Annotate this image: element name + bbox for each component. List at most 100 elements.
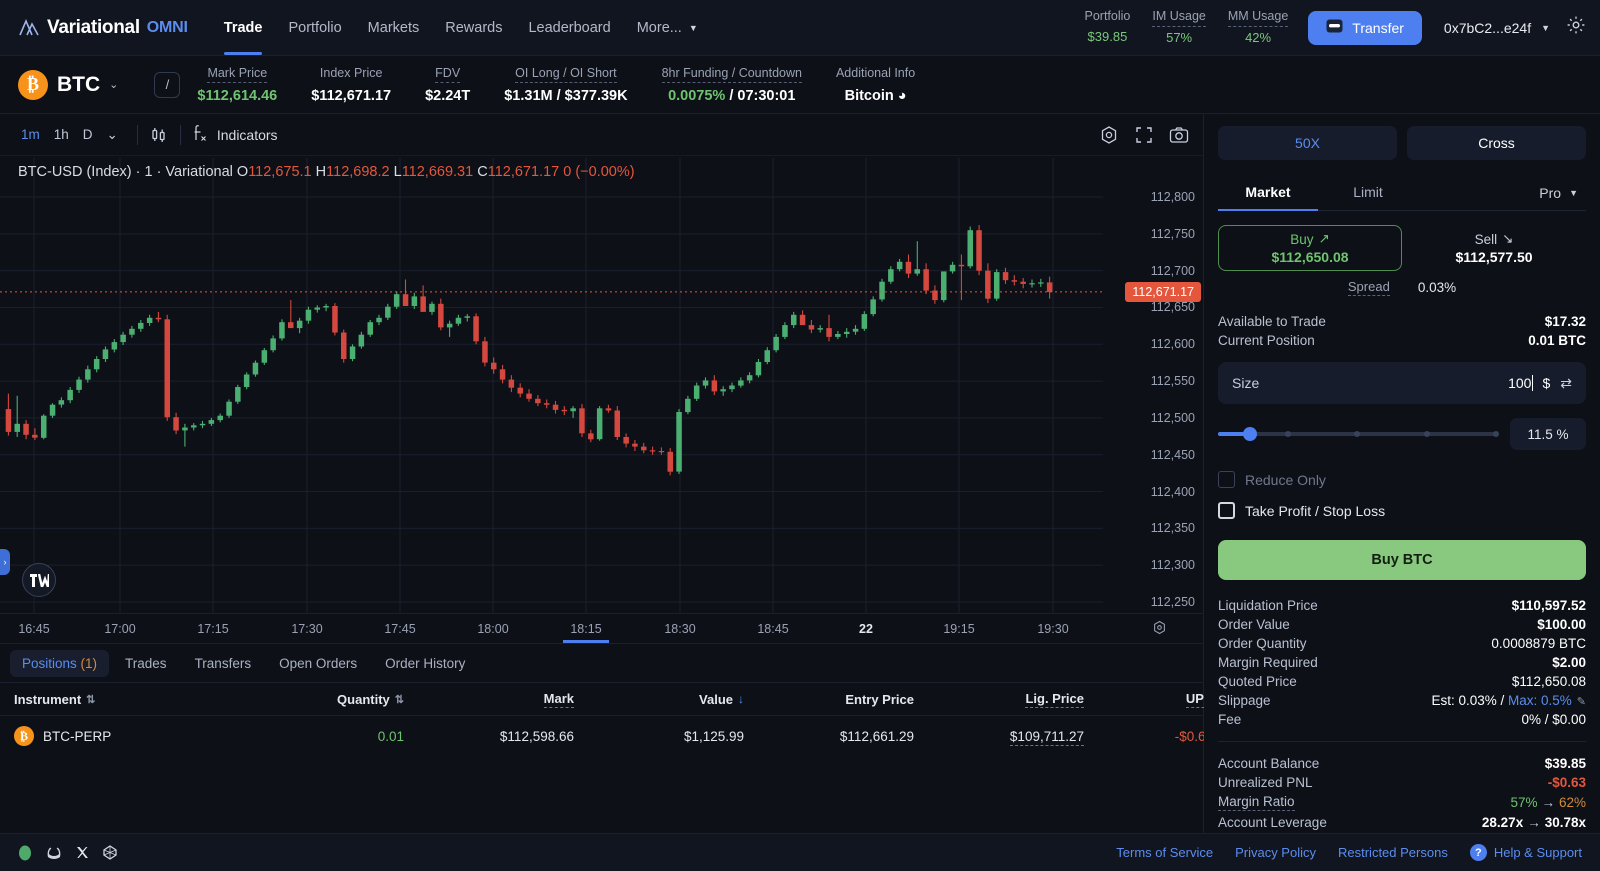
help-and-support-link[interactable]: ? Help & Support <box>1469 844 1582 861</box>
sell-side-button[interactable]: Sell ↘ $112,577.50 <box>1402 225 1586 271</box>
column-mark[interactable]: Mark <box>404 691 574 708</box>
submit-order-button[interactable]: Buy BTC <box>1218 540 1586 580</box>
search-shortcut-key[interactable]: / <box>154 71 181 98</box>
margin-ratio-label[interactable]: Margin Ratio <box>1218 794 1295 811</box>
spread-label[interactable]: Spread <box>1347 279 1390 296</box>
price-chart[interactable]: BTC-USD (Index) · 1 · Variational O112,6… <box>0 156 1203 643</box>
indicators-button[interactable]: Indicators <box>193 124 278 145</box>
cell-liq-price[interactable]: $109,711.27 <box>914 728 1084 746</box>
restricted-persons-link[interactable]: Restricted Persons <box>1338 845 1448 860</box>
take-profit-stop-loss-row[interactable]: Take Profit / Stop Loss <box>1218 495 1586 526</box>
symbol-selector[interactable]: ₿ BTC ⌄ <box>18 69 118 100</box>
chart-ohlc-legend: BTC-USD (Index) · 1 · Variational O112,6… <box>18 164 635 180</box>
take-profit-stop-loss-label: Take Profit / Stop Loss <box>1245 502 1386 519</box>
column-quantity[interactable]: Quantity ⇅ <box>214 692 404 707</box>
time-tick: 19:15 <box>943 622 975 636</box>
detail-value: $112,650.08 <box>1511 674 1586 689</box>
stat-mm-usage[interactable]: MM Usage 42% <box>1227 9 1289 46</box>
buy-side-button[interactable]: Buy ↗ $112,650.08 <box>1218 225 1402 271</box>
size-unit-swap-icon[interactable]: ⇄ <box>1560 374 1572 391</box>
time-axis-settings-icon[interactable] <box>1152 620 1167 640</box>
nav-item-trade[interactable]: Trade <box>223 0 262 55</box>
timeframe-1m[interactable]: 1m <box>21 127 40 142</box>
reduce-only-row[interactable]: Reduce Only <box>1218 464 1586 495</box>
available-to-trade-row: Available to Trade $17.32 <box>1218 312 1586 331</box>
nav-item-rewards[interactable]: Rewards <box>445 0 502 55</box>
column-label: Quantity <box>337 691 390 707</box>
metric-additional-info[interactable]: Additional Info Bitcoin ◕ <box>819 63 932 107</box>
nav-item-leaderboard[interactable]: Leaderboard <box>528 0 610 55</box>
take-profit-stop-loss-checkbox[interactable] <box>1218 502 1235 519</box>
stat-portfolio[interactable]: Portfolio $39.85 <box>1085 9 1131 45</box>
tab-order-history[interactable]: Order History <box>385 655 466 671</box>
metric-index-price[interactable]: Index Price $112,671.17 <box>294 63 408 107</box>
slider-tick-75[interactable] <box>1423 431 1430 437</box>
tab-positions[interactable]: Positions (1) <box>10 649 110 677</box>
chevron-down-icon: ▼ <box>1569 188 1578 198</box>
pro-mode-dropdown[interactable]: Pro ▼ <box>1539 185 1586 201</box>
wallet-menu[interactable]: 0x7bC2...e24f ▼ <box>1444 20 1550 36</box>
metric-mark-price[interactable]: Mark Price $112,614.46 <box>180 63 294 107</box>
stat-im-usage[interactable]: IM Usage 57% <box>1152 9 1206 46</box>
mirror-icon[interactable] <box>103 845 117 860</box>
margin-mode-button[interactable]: Cross <box>1407 126 1586 160</box>
toolbar-divider <box>136 124 138 145</box>
metric-funding-countdown[interactable]: 8hr Funding / Countdown 0.0075% / 07:30:… <box>645 63 819 107</box>
time-axis[interactable]: 16:45 17:00 17:15 17:30 17:45 18:00 18:15 18:30… <box>0 613 1203 643</box>
transfer-button[interactable]: Transfer <box>1308 10 1422 45</box>
timeframe-1h[interactable]: 1h <box>53 127 69 142</box>
tab-trades[interactable]: Trades <box>125 655 167 671</box>
column-liq-price[interactable]: Lig. Price <box>914 691 1084 708</box>
size-value: 100 <box>1508 375 1532 391</box>
slider-thumb[interactable] <box>1242 427 1257 441</box>
tab-market[interactable]: Market <box>1218 176 1318 211</box>
chart-side-panel-toggle[interactable]: › <box>0 549 10 575</box>
size-percent-value[interactable]: 11.5 % <box>1510 418 1586 450</box>
screenshot-camera-icon[interactable] <box>1169 126 1189 144</box>
fullscreen-icon[interactable] <box>1135 126 1153 144</box>
timeframe-d[interactable]: D <box>82 127 93 142</box>
timeframe-more-chevron-down-icon[interactable]: ⌄ <box>106 126 118 142</box>
table-row[interactable]: ₿ BTC-PERP 0.01 $112,598.66 $1,125.99 $1… <box>0 716 1339 756</box>
reduce-only-checkbox[interactable] <box>1218 471 1235 488</box>
tab-open-orders[interactable]: Open Orders <box>279 655 358 671</box>
settings-gear-icon[interactable] <box>1566 15 1586 40</box>
terms-of-service-link[interactable]: Terms of Service <box>1116 845 1214 860</box>
funding-countdown: / 07:30:01 <box>725 88 796 105</box>
positions-panel: Positions (1) Trades Transfers Open Orde… <box>0 643 1339 833</box>
tab-limit[interactable]: Limit <box>1353 184 1383 200</box>
edit-pencil-icon[interactable]: ✎ <box>1576 696 1586 708</box>
size-slider[interactable] <box>1218 425 1499 443</box>
brand-logo[interactable]: Variational OMNI <box>18 17 188 39</box>
discord-icon[interactable] <box>46 846 62 859</box>
metric-open-interest[interactable]: OI Long / OI Short $1.31M / $377.39K <box>487 63 644 107</box>
positions-tabs: Positions (1) Trades Transfers Open Orde… <box>0 644 1203 682</box>
slider-tick-50[interactable] <box>1354 431 1360 437</box>
column-instrument[interactable]: Instrument ⇅ <box>14 692 214 707</box>
column-entry-price[interactable]: Entry Price <box>744 692 914 707</box>
privacy-policy-link[interactable]: Privacy Policy <box>1235 845 1316 860</box>
leverage-label: Account Leverage <box>1218 815 1327 830</box>
nav-item-portfolio[interactable]: Portfolio <box>288 0 341 55</box>
detail-margin-required: Margin Required $2.00 <box>1218 653 1586 672</box>
size-input[interactable]: Size 100 $ ⇄ <box>1218 362 1586 404</box>
leverage-button[interactable]: 50X <box>1218 126 1397 160</box>
telegram-icon[interactable] <box>18 845 32 861</box>
text-cursor <box>1532 375 1534 391</box>
slider-tick-25[interactable] <box>1284 431 1291 437</box>
x-twitter-icon[interactable] <box>76 846 89 859</box>
tradingview-logo-icon[interactable] <box>22 563 56 597</box>
slider-tick-100[interactable] <box>1493 431 1499 437</box>
chart-settings-icon[interactable] <box>1099 125 1119 145</box>
time-tick: 18:00 <box>477 622 509 636</box>
nav-item-markets[interactable]: Markets <box>368 0 420 55</box>
metric-fdv[interactable]: FDV $2.24T <box>408 63 487 107</box>
margin-ratio-from: 57% <box>1510 795 1538 810</box>
slippage-max[interactable]: Max: 0.5% <box>1508 693 1572 708</box>
tab-transfers[interactable]: Transfers <box>194 655 252 671</box>
sort-icon: ⇅ <box>86 693 96 706</box>
nav-item-more[interactable]: More... ▼ <box>637 0 698 55</box>
metric-value: $112,671.17 <box>311 88 392 105</box>
column-value[interactable]: Value ↓ <box>574 692 744 707</box>
candlestick-chart-type-icon[interactable] <box>150 126 168 144</box>
